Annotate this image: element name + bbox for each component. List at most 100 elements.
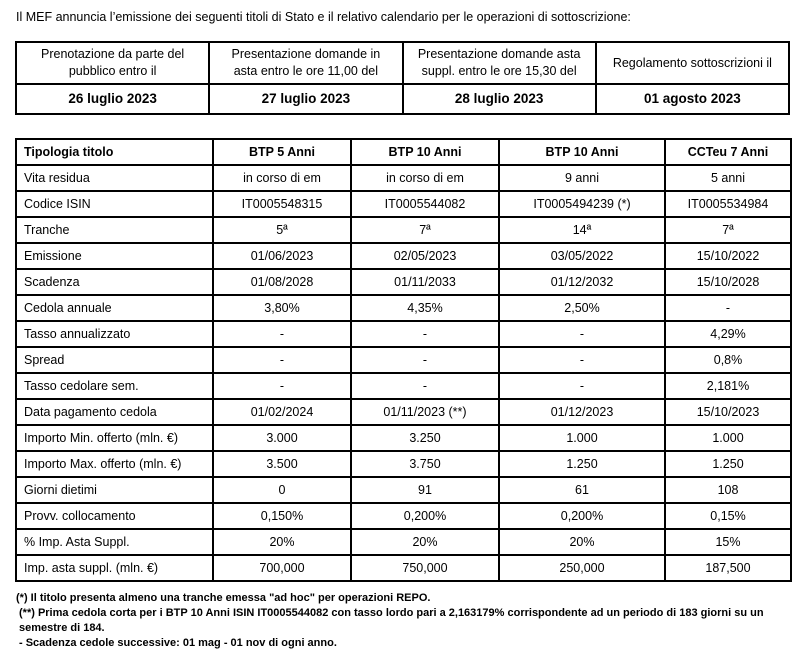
footnote-coupon-schedule: - Scadenza cedole successive: 01 mag - 0… <box>19 637 337 650</box>
calendar-date-settlement: 01 agosto 2023 <box>594 82 791 115</box>
footnotes: (*) Il titolo presenta almeno una tranch… <box>16 591 787 651</box>
table-row: Spread - - -0,8% <box>15 345 792 374</box>
row-value: 03/05/2022 <box>498 241 666 270</box>
calendar-date-booking: 26 luglio 2023 <box>14 82 211 115</box>
row-label: Imp. asta suppl. (mln. €) <box>15 553 214 582</box>
row-label: Vita residua <box>15 163 214 192</box>
row-label: Scadenza <box>15 267 214 296</box>
row-value: 01/06/2023 <box>212 241 352 270</box>
row-value: 61 <box>498 475 666 504</box>
row-value: 0,200% <box>350 501 500 530</box>
calendar-header-auction: Presentazione domande in asta entro le o… <box>208 40 404 85</box>
row-value: - <box>212 345 352 374</box>
row-value: 0 <box>212 475 352 504</box>
row-label: Tranche <box>15 215 214 244</box>
row-value: - <box>350 319 500 348</box>
row-value: 01/11/2023 (**) <box>350 397 500 426</box>
row-label: Codice ISIN <box>15 189 214 218</box>
row-value: 2,181% <box>664 371 792 400</box>
table-row: Giorni dietimi 0 91 61 108 <box>15 475 792 504</box>
row-value: 7ª <box>664 215 792 244</box>
table-row: Tasso cedolare sem. - - -2,181% <box>15 371 792 400</box>
row-value: 4,29% <box>664 319 792 348</box>
row-value: - <box>498 319 666 348</box>
row-value: 0,8% <box>664 345 792 374</box>
subscription-calendar-table: Prenotazione da parte del pubblico entro… <box>14 40 791 115</box>
row-value: in corso di em <box>350 163 500 192</box>
row-value: 01/08/2028 <box>212 267 352 296</box>
row-value: 3,80% <box>212 293 352 322</box>
row-value: 4,35% <box>350 293 500 322</box>
row-value: 0,150% <box>212 501 352 530</box>
row-value: 3.500 <box>212 449 352 478</box>
table-row: Importo Min. offerto (mln. €) 3.000 3.250 1… <box>15 423 792 452</box>
table-row: Emissione 01/06/2023 02/05/2023 03/05/2022 1… <box>15 241 792 270</box>
row-value: 14ª <box>498 215 666 244</box>
row-value: 15/10/2028 <box>664 267 792 296</box>
row-label: Spread <box>15 345 214 374</box>
row-label: Importo Min. offerto (mln. €) <box>15 423 214 452</box>
row-value: IT0005534984 <box>664 189 792 218</box>
calendar-header-settlement: Regolamento sottoscrizioni il <box>594 40 791 85</box>
table-row: Data pagamento cedola 01/02/2024 01/11/202… <box>15 397 792 426</box>
row-value: 700,000 <box>212 553 352 582</box>
row-label: Tasso cedolare sem. <box>15 371 214 400</box>
row-value: 250,000 <box>498 553 666 582</box>
row-value: 15/10/2023 <box>664 397 792 426</box>
calendar-header-row: Prenotazione da parte del pubblico entro… <box>14 40 791 85</box>
row-value: 91 <box>350 475 500 504</box>
row-value: 15/10/2022 <box>664 241 792 270</box>
row-label: % Imp. Asta Suppl. <box>15 527 214 556</box>
row-value: 0,200% <box>498 501 666 530</box>
row-value: - <box>212 371 352 400</box>
row-value: IT0005544082 <box>350 189 500 218</box>
securities-table: Tipologia titolo BTP 5 Anni BTP 10 Anni … <box>15 137 792 582</box>
intro-text: Il MEF annuncia l’emissione dei seguenti… <box>16 10 631 24</box>
table-row: Importo Max. offerto (mln. €) 3.500 3.750 1… <box>15 449 792 478</box>
row-value: 01/11/2033 <box>350 267 500 296</box>
row-value: 20% <box>498 527 666 556</box>
footnote-repo: (*) Il titolo presenta almeno una tranch… <box>16 591 431 604</box>
table-row: Cedola annuale 3,80% 4,35% 2,50% - <box>15 293 792 322</box>
table-row: % Imp. Asta Suppl. 20% 20% 20% 15% <box>15 527 792 556</box>
row-value: - <box>212 319 352 348</box>
row-value: 0,15% <box>664 501 792 530</box>
row-value: 5 anni <box>664 163 792 192</box>
footnote-first-coupon: (**) Prima cedola corta per i BTP 10 Ann… <box>19 607 764 634</box>
row-label: Cedola annuale <box>15 293 214 322</box>
calendar-date-suppl-auction: 28 luglio 2023 <box>401 82 597 115</box>
row-value: 3.750 <box>350 449 500 478</box>
row-value: 9 anni <box>498 163 666 192</box>
table-row: Provv. collocamento 0,150% 0,200% 0,200% 0,1… <box>15 501 792 530</box>
row-value: 20% <box>212 527 352 556</box>
row-value: 1.000 <box>664 423 792 452</box>
security-column-header: BTP 5 Anni <box>212 137 352 166</box>
row-value: - <box>664 293 792 322</box>
row-value: 750,000 <box>350 553 500 582</box>
row-value: 1.250 <box>664 449 792 478</box>
table-row: Tranche 5ª 7ª 14ª 7ª <box>15 215 792 244</box>
row-value: 01/12/2032 <box>498 267 666 296</box>
row-value: - <box>498 371 666 400</box>
row-label: Data pagamento cedola <box>15 397 214 426</box>
row-value: 01/02/2024 <box>212 397 352 426</box>
row-label: Tasso annualizzato <box>15 319 214 348</box>
row-label: Giorni dietimi <box>15 475 214 504</box>
document-page: Il MEF annuncia l’emissione dei seguenti… <box>0 10 797 651</box>
row-value: 3.000 <box>212 423 352 452</box>
row-value: - <box>350 371 500 400</box>
row-value: 15% <box>664 527 792 556</box>
row-value: 3.250 <box>350 423 500 452</box>
table-row: Scadenza 01/08/2028 01/11/2033 01/12/2032 15… <box>15 267 792 296</box>
row-value: in corso di em <box>212 163 352 192</box>
row-value: 7ª <box>350 215 500 244</box>
security-column-header: CCTeu 7 Anni <box>664 137 792 166</box>
security-column-header: BTP 10 Anni <box>350 137 500 166</box>
calendar-header-booking: Prenotazione da parte del pubblico entro… <box>14 40 211 85</box>
row-value: 187,500 <box>664 553 792 582</box>
calendar-date-auction: 27 luglio 2023 <box>208 82 404 115</box>
row-value: 02/05/2023 <box>350 241 500 270</box>
table-row: Vita residua in corso di em in corso di em… <box>15 163 792 192</box>
row-value: - <box>350 345 500 374</box>
row-label: Provv. collocamento <box>15 501 214 530</box>
